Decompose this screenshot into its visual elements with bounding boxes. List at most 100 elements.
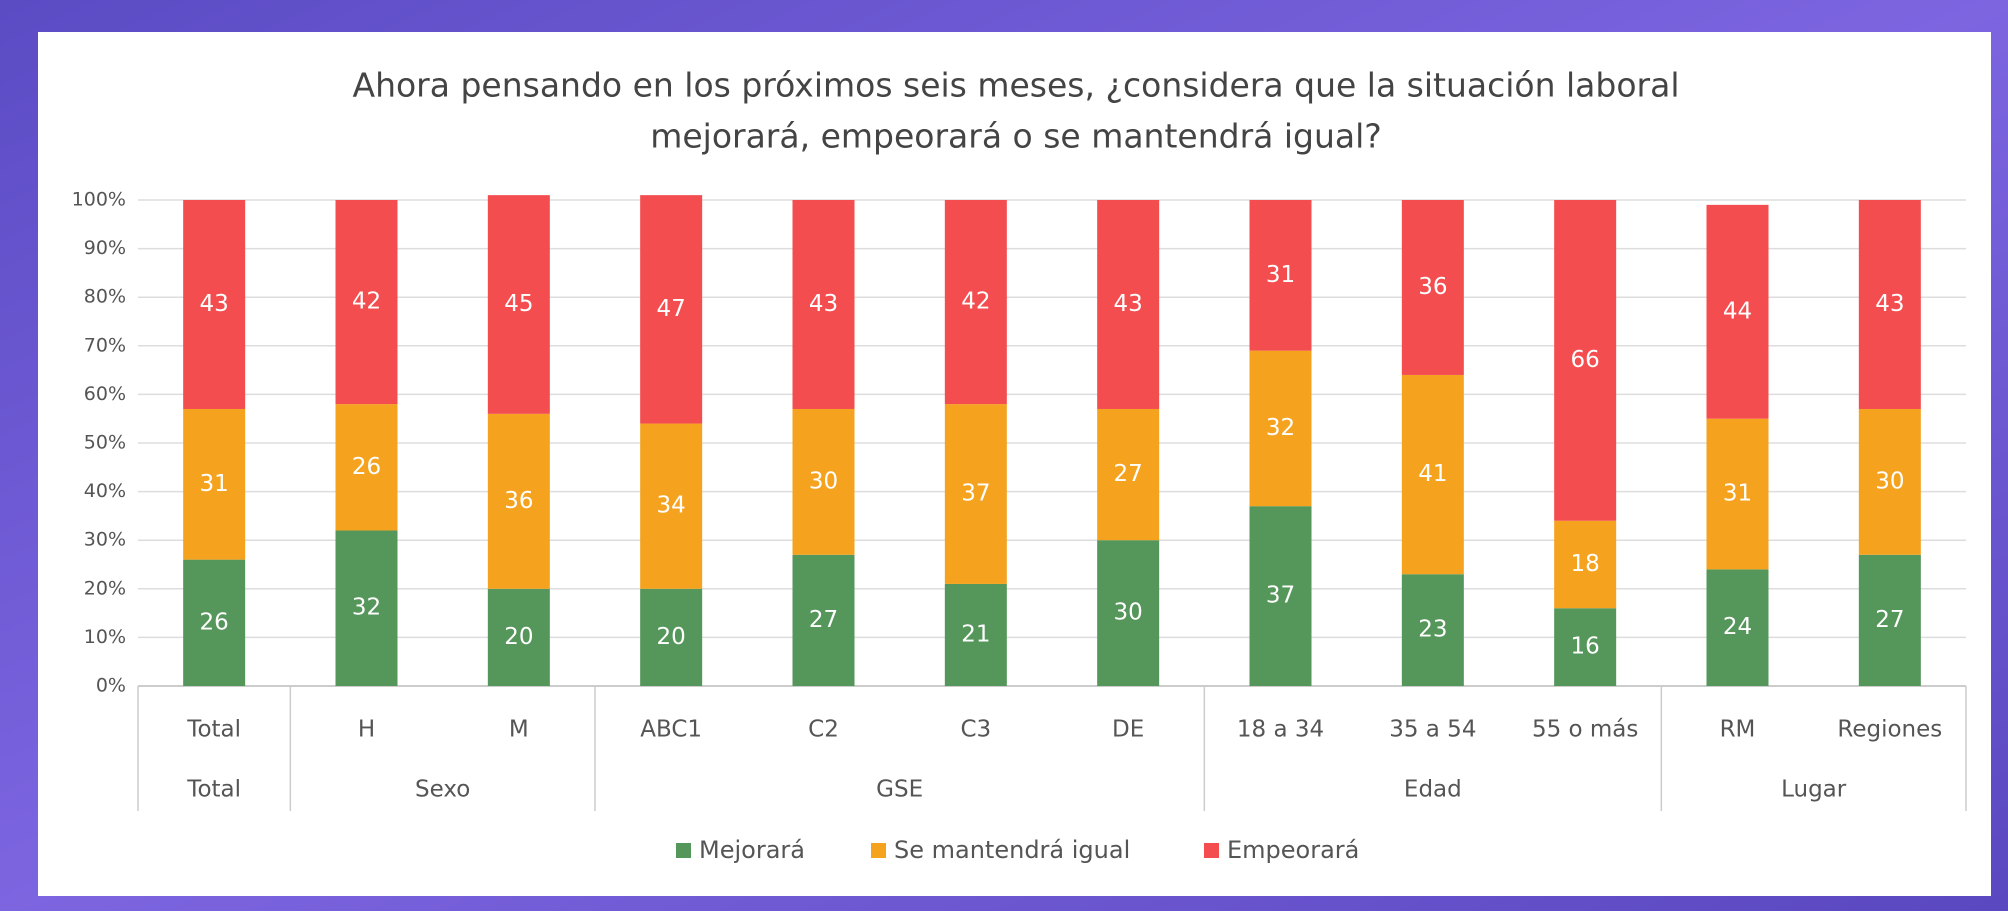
data-label: 37 [1266, 583, 1295, 609]
x-tick-label: ABC1 [640, 717, 702, 743]
legend-swatch [1204, 843, 1219, 858]
y-tick-label: 40% [84, 480, 126, 502]
data-label: 47 [657, 296, 686, 322]
data-label: 37 [961, 481, 990, 507]
y-tick-label: 0% [96, 675, 126, 697]
group-label: Lugar [1781, 777, 1847, 803]
bar-segment [1249, 506, 1312, 686]
bar-segment [1249, 200, 1312, 351]
data-label: 26 [200, 609, 229, 635]
bar-segment [1097, 540, 1160, 686]
data-label: 36 [1418, 274, 1447, 300]
x-tick-label: M [509, 717, 529, 743]
group-label: GSE [876, 777, 923, 803]
bar-segment [640, 588, 703, 686]
legend-swatch [871, 843, 886, 858]
y-tick-label: 20% [84, 577, 126, 599]
bar-segment [640, 195, 703, 424]
panel [38, 32, 1991, 896]
bar-segment [944, 583, 1007, 686]
data-label: 32 [1266, 415, 1295, 441]
group-label: Edad [1404, 777, 1462, 803]
bar-segment [640, 423, 703, 589]
bar-segment [944, 200, 1007, 405]
data-label: 34 [657, 493, 686, 519]
bar-segment [792, 554, 855, 686]
bar-segment [1554, 608, 1617, 686]
chart-title: Ahora pensando en los próximos seis mese… [353, 66, 1680, 105]
bar-segment [1706, 204, 1769, 419]
data-label: 41 [1418, 461, 1447, 487]
y-tick-label: 70% [84, 334, 126, 356]
data-label: 31 [1723, 481, 1752, 507]
data-label: 16 [1571, 634, 1600, 660]
bar-segment [1858, 554, 1921, 686]
data-label: 20 [504, 624, 533, 650]
bar-segment [1401, 374, 1464, 575]
data-label: 27 [1875, 607, 1904, 633]
group-label: Total [186, 777, 241, 803]
data-label: 20 [657, 624, 686, 650]
bar-segment [1706, 569, 1769, 686]
legend-label: Mejorará [699, 836, 805, 864]
data-label: 23 [1418, 617, 1447, 643]
bar-segment [1858, 200, 1921, 409]
bar-segment [1554, 520, 1617, 609]
data-label: 24 [1723, 614, 1752, 640]
bar-segment [183, 200, 246, 409]
data-label: 32 [352, 595, 381, 621]
bar-segment [1858, 408, 1921, 555]
y-tick-label: 30% [84, 529, 126, 551]
data-label: 31 [1266, 262, 1295, 288]
bar-segment [1401, 574, 1464, 686]
bar-segment [487, 588, 550, 686]
bar-segment [944, 404, 1007, 584]
y-tick-label: 100% [72, 189, 126, 211]
data-label: 36 [504, 488, 533, 514]
y-tick-label: 90% [84, 237, 126, 259]
x-tick-label: C2 [808, 717, 839, 743]
bar-segment [1401, 200, 1464, 375]
data-label: 43 [1875, 291, 1904, 317]
x-tick-label: 35 a 54 [1389, 717, 1476, 743]
x-tick-label: 18 a 34 [1237, 717, 1324, 743]
legend-label: Empeorará [1227, 836, 1359, 864]
x-tick-label: DE [1112, 717, 1144, 743]
bar-segment [183, 559, 246, 686]
group-label: Sexo [415, 777, 470, 803]
bar-segment [792, 200, 855, 409]
bar-segment [792, 408, 855, 555]
legend-swatch [676, 843, 691, 858]
x-tick-label: Regiones [1837, 717, 1942, 743]
chart-title: mejorará, empeorará o se mantendrá igual… [650, 117, 1382, 156]
data-label: 42 [352, 289, 381, 315]
x-tick-label: 55 o más [1532, 717, 1638, 743]
data-label: 31 [200, 471, 229, 497]
data-label: 27 [809, 607, 838, 633]
y-tick-label: 50% [84, 432, 126, 454]
data-label: 43 [809, 291, 838, 317]
y-tick-label: 80% [84, 286, 126, 308]
bar-segment [183, 408, 246, 560]
y-tick-label: 60% [84, 383, 126, 405]
bar-segment [487, 195, 550, 414]
data-label: 30 [1114, 600, 1143, 626]
bar-segment [335, 530, 398, 686]
bar-segment [335, 404, 398, 531]
data-label: 18 [1571, 551, 1600, 577]
bar-segment [335, 200, 398, 405]
data-label: 44 [1723, 298, 1752, 324]
bar-segment [1097, 200, 1160, 409]
bar-segment [1249, 350, 1312, 507]
data-label: 43 [1114, 291, 1143, 317]
data-label: 66 [1571, 347, 1600, 373]
bar-segment [1706, 418, 1769, 570]
x-tick-label: Total [186, 717, 241, 743]
x-tick-label: RM [1720, 717, 1756, 743]
bar-segment [1097, 408, 1160, 541]
x-tick-label: C3 [960, 717, 991, 743]
data-label: 26 [352, 454, 381, 480]
x-tick-label: H [358, 717, 375, 743]
y-tick-label: 10% [84, 626, 126, 648]
